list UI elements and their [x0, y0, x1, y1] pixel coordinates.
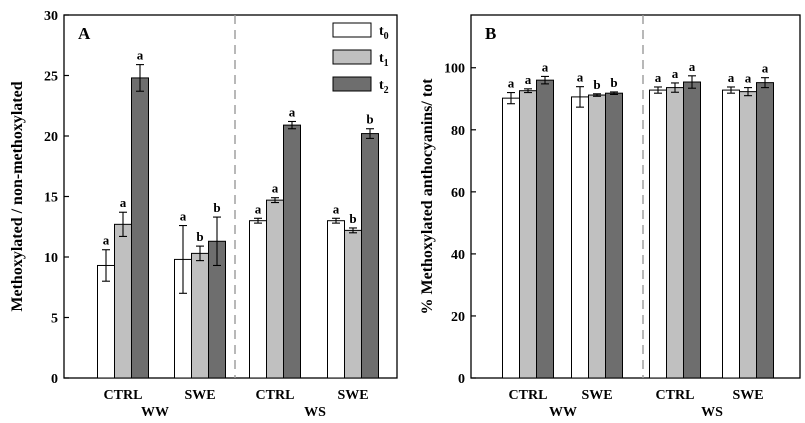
panel-b-plot-frame: [470, 14, 801, 379]
panel-a-bar-t1: [266, 199, 284, 379]
panel-b-significance-letter: a: [762, 61, 769, 76]
panel-a-legend-label-t2: t2: [379, 78, 389, 96]
panel-a-significance-letter: b: [213, 200, 220, 215]
panel-a-panel-label: A: [78, 24, 91, 43]
panel-b-bar-t1: [666, 87, 684, 379]
panel-a-legend-swatch-t0: [332, 22, 372, 38]
panel-b-bar-t2: [683, 81, 701, 379]
panel-a-significance-letter: a: [137, 48, 144, 63]
panel-a-category-label: SWE: [337, 388, 368, 403]
panel-b-significance-letter: a: [525, 72, 532, 87]
panel-b-category-label: CTRL: [656, 388, 695, 403]
panel-a-significance-letter: a: [255, 201, 262, 216]
panel-b-chart: 0 20 40 60 80 100 % Methoxylated anthocyanins/…: [419, 14, 801, 420]
panel-b-significance-letter: a: [689, 59, 696, 74]
panel-b-significance-letter: a: [728, 70, 735, 85]
panel-a-category-label: CTRL: [256, 388, 295, 403]
panel-b-bar-t0: [722, 89, 740, 379]
panel-b-y-tick-label: 60: [451, 186, 465, 201]
panel-b-significance-letter: a: [542, 59, 549, 74]
panel-a-group-label: WW: [141, 405, 169, 420]
panel-b-significance-letter: a: [672, 66, 679, 81]
panel-b-significance-letter: a: [577, 70, 584, 85]
panel-a-legend-swatch-t1: [332, 49, 372, 65]
panel-a-bar-t1: [191, 252, 209, 379]
panel-a-bar-t2: [361, 133, 379, 379]
panel-b-category-label: SWE: [732, 388, 763, 403]
panel-a-y-tick-label: 15: [44, 191, 58, 206]
panel-a-legend-label-t1: t1: [379, 51, 389, 69]
panel-a-y-tick-label: 20: [44, 130, 58, 145]
panel-b-bar-t0: [502, 97, 520, 379]
panel-b-panel-label: B: [485, 24, 496, 43]
panel-b-y-tick-label: 40: [451, 248, 465, 263]
panel-a-significance-letter: b: [366, 112, 373, 127]
panel-a-y-tick-label: 25: [44, 70, 58, 85]
panel-b-bar-t2: [756, 82, 774, 379]
panel-a-group-label: WS: [304, 405, 326, 420]
panel-a-bar-t2: [283, 124, 301, 379]
panel-a-significance-letter: a: [120, 195, 127, 210]
panel-a-significance-letter: a: [103, 233, 110, 248]
panel-a-significance-letter: a: [289, 104, 296, 119]
panel-a-y-tick-label: 30: [44, 9, 58, 24]
panel-a-bar-t1: [114, 223, 132, 379]
panel-b-category-label: CTRL: [509, 388, 548, 403]
panel-a-y-tick-label: 0: [51, 372, 58, 387]
panel-b-bar-t1: [519, 90, 537, 379]
panel-b-y-tick-label: 100: [444, 62, 465, 77]
panel-a-significance-letter: a: [333, 201, 340, 216]
panel-a-legend-swatch-t2: [332, 76, 372, 92]
panel-b-y-tick-label: 20: [451, 310, 465, 325]
panel-b-y-tick-label: 0: [458, 372, 465, 387]
panel-b-bar-t0: [649, 89, 667, 379]
panel-a-bar-t0: [97, 264, 115, 379]
panel-a-y-tick-label: 5: [51, 312, 58, 327]
panel-b-bar-t1: [739, 91, 757, 379]
panel-a-bar-t1: [344, 229, 362, 379]
panel-a-significance-letter: a: [272, 181, 279, 196]
panel-a-significance-letter: b: [196, 229, 203, 244]
panel-a-bar-t0: [327, 220, 345, 379]
panel-b-significance-letter: b: [610, 75, 617, 90]
panel-a-bar-t2: [131, 77, 149, 379]
panel-b-bar-t2: [536, 79, 554, 379]
panel-a-significance-letter: a: [180, 209, 187, 224]
panel-a-legend-label-t0: t0: [379, 24, 389, 42]
panel-b-group-label: WW: [549, 405, 577, 420]
panel-a-significance-letter: b: [349, 211, 356, 226]
panel-a-category-label: CTRL: [104, 388, 143, 403]
panel-b-bar-t0: [571, 96, 589, 379]
panel-b-y-tick-label: 80: [451, 124, 465, 139]
panel-b-significance-letter: a: [655, 70, 662, 85]
panel-b-significance-letter: a: [508, 76, 515, 91]
panel-a-bar-t0: [249, 220, 267, 379]
panel-a-y-tick-label: 10: [44, 251, 58, 266]
panel-b-significance-letter: a: [745, 71, 752, 86]
panel-b-y-axis-label: % Methoxylated anthocyanins/ tot: [419, 78, 436, 315]
panel-a-chart: 0 5 10 15 20 25 30 Methoxylated / non-methoxyla…: [9, 9, 398, 420]
panel-b-bar-t1: [588, 94, 606, 379]
panel-a-category-label: SWE: [184, 388, 215, 403]
panel-b-group-label: WS: [701, 405, 723, 420]
panel-b-significance-letter: b: [593, 77, 600, 92]
panel-a-y-axis-label: Methoxylated / non-methoxylated: [9, 81, 26, 311]
panel-b-bar-t2: [605, 92, 623, 379]
panel-b-category-label: SWE: [581, 388, 612, 403]
